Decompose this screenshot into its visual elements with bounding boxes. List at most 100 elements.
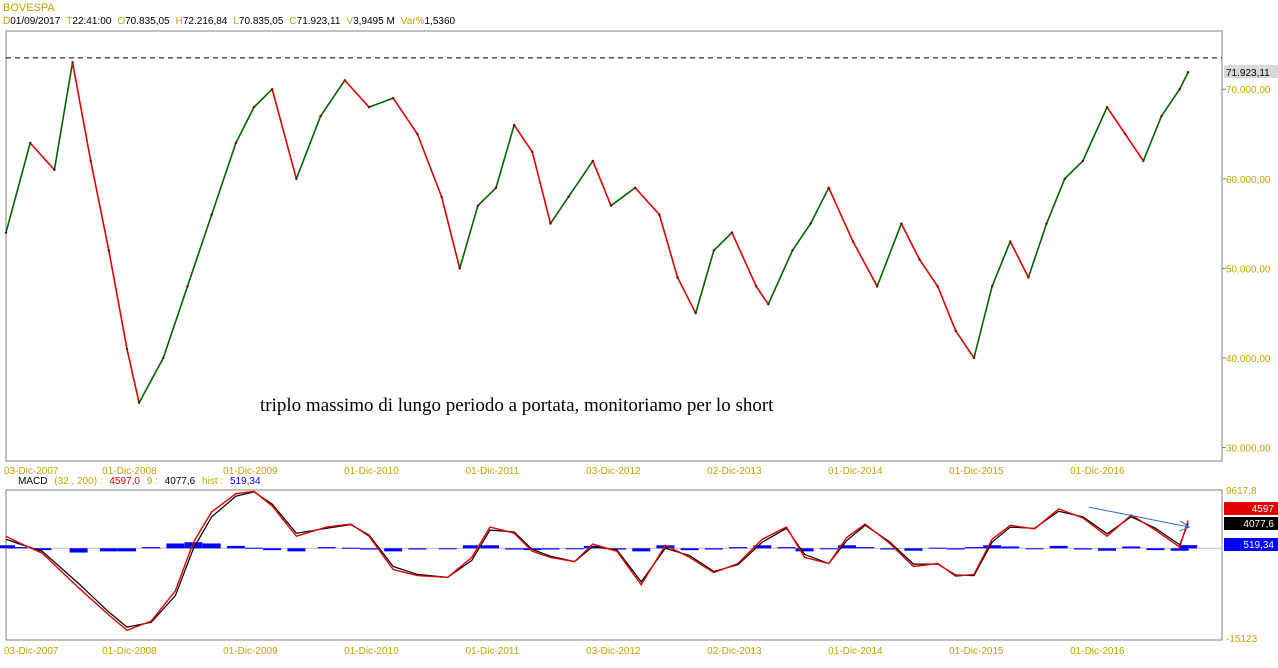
price-point (1063, 177, 1066, 181)
hdr-key: O (117, 16, 126, 27)
signal-last-box (1224, 517, 1278, 530)
macd-x-label: 01-Dic-2009 (223, 646, 278, 657)
hdr-value: 70.835,05 (125, 16, 170, 27)
price-segment (828, 187, 854, 242)
price-segment (731, 232, 757, 287)
price-point (809, 222, 812, 225)
price-point (210, 213, 213, 216)
price-point (694, 311, 697, 315)
price-segment (368, 97, 394, 108)
price-segment (53, 62, 74, 170)
hist-bar (462, 545, 481, 549)
price-point (791, 249, 794, 252)
macd-x-label: 01-Dic-2010 (344, 646, 399, 657)
macd-x-label: 01-Dic-2008 (102, 646, 157, 657)
price-y-tick-label: 40.000,00 (1226, 354, 1271, 365)
price-point (391, 96, 395, 100)
price-segment (1009, 241, 1030, 278)
macd-params: (32 , 200) : (54, 476, 103, 487)
macd-line (5, 490, 1189, 631)
hist-bar (608, 548, 627, 550)
hdr-key: C (289, 16, 297, 27)
hdr-value: 1,5360 (424, 16, 456, 27)
hist-bar (983, 545, 1002, 549)
price-point (1124, 132, 1127, 136)
macd-x-label: 01-Dic-2015 (949, 646, 1004, 657)
macd-value: 4597,0 (109, 476, 140, 487)
price-point (767, 303, 770, 306)
price-point (990, 285, 994, 288)
price-point (343, 79, 346, 82)
signal-line (5, 491, 1189, 628)
price-segment (295, 115, 322, 180)
price-point (1081, 159, 1085, 163)
price-point (851, 240, 855, 243)
price-point (1142, 159, 1145, 163)
hdr-key: T (66, 16, 73, 27)
price-y-tick-label: 30.000,00 (1226, 444, 1271, 455)
hist-bar (359, 548, 378, 550)
price-segment (1027, 223, 1048, 278)
price-segment (713, 231, 733, 252)
hist-bar (317, 547, 336, 549)
hist-bar (226, 545, 245, 549)
price-segment (1160, 88, 1181, 117)
price-point (270, 88, 274, 91)
hdr-value: 70.835,05 (238, 16, 284, 27)
price-point (567, 195, 570, 198)
macd-x-label: 02-Dic-2013 (707, 646, 762, 657)
price-segment (210, 142, 237, 215)
price-point (252, 105, 256, 109)
hist-bar (117, 548, 136, 552)
hist-bar (1073, 548, 1092, 550)
price-segment (1124, 133, 1145, 162)
price-point (531, 150, 534, 154)
macd-x-label: 03-Dic-2012 (586, 646, 641, 657)
macd-y-top-label: 9617,8 (1226, 486, 1257, 497)
hist-bar (880, 548, 899, 550)
hist-bar (1146, 548, 1165, 551)
price-segment (936, 286, 957, 332)
hist-bar (33, 548, 52, 551)
price-x-label: 01-Dic-2015 (949, 466, 1004, 477)
hist-bar (680, 548, 699, 551)
price-y-tick-label: 50.000,00 (1226, 264, 1271, 275)
hdr-key: Var% (400, 16, 425, 27)
price-x-label: 01-Dic-2016 (1070, 466, 1125, 477)
price-point (712, 249, 716, 252)
price-x-label: 03-Dic-2007 (4, 466, 59, 477)
price-point (494, 186, 498, 189)
price-segment (1106, 106, 1126, 135)
price-segment (767, 250, 794, 305)
hist-bar (480, 545, 499, 549)
last-price-box (1224, 65, 1278, 79)
price-segment (513, 124, 533, 153)
price-point (71, 61, 74, 64)
signal-label: 9 : (146, 476, 158, 487)
hist-bar (541, 548, 560, 550)
ohlc-header: D01/09/2017 T22:41:00 O70.835,05 H72.216,84… (3, 16, 461, 27)
price-point (107, 249, 111, 252)
price-segment (1178, 71, 1189, 90)
hdr-key: H (175, 16, 183, 27)
price-segment (1082, 106, 1108, 162)
hist-bar (263, 548, 282, 551)
price-segment (900, 223, 921, 260)
symbol-title: BOVESPA (3, 2, 55, 14)
hdr-value: 72.216,84 (182, 16, 228, 27)
price-segment (440, 196, 461, 269)
price-segment (108, 250, 128, 350)
hdr-value: 71.923,11 (296, 16, 341, 27)
price-segment (416, 133, 443, 198)
price-segment (186, 214, 213, 287)
price-segment (852, 241, 878, 287)
hist-bar (341, 547, 360, 549)
hist-bar (795, 548, 814, 552)
price-segment (755, 285, 769, 305)
hdr-value: 22:41:00 (72, 16, 112, 27)
hist-bar (946, 548, 965, 550)
price-segment (973, 286, 993, 359)
hist-bar (438, 548, 457, 550)
price-segment (344, 79, 370, 108)
